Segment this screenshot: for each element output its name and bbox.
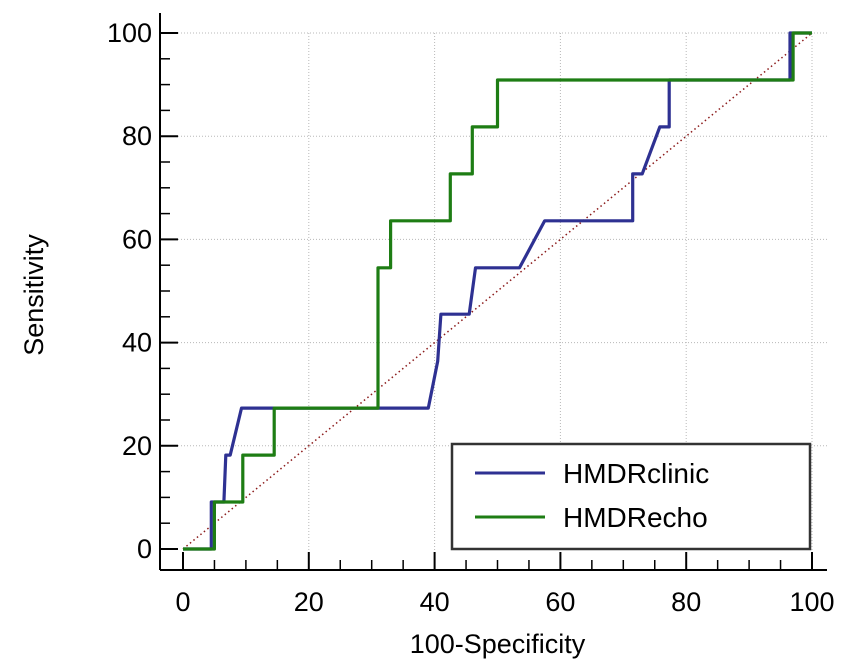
y-tick-label-100: 100 <box>107 18 152 48</box>
series-layer <box>183 31 812 551</box>
axes <box>159 13 827 571</box>
tick-labels: 0 20 40 60 80 100 0 20 40 60 80 100 <box>107 18 835 617</box>
series-line-hmdrclinic <box>183 31 812 551</box>
y-axis-title: Sensitivity <box>19 234 49 356</box>
x-tick-label-60: 60 <box>545 587 575 617</box>
y-tick-label-40: 40 <box>122 328 152 358</box>
series-line-hmdrecho <box>183 31 812 551</box>
x-tick-label-0: 0 <box>175 587 190 617</box>
y-tick-label-60: 60 <box>122 224 152 254</box>
legend-box <box>450 442 812 551</box>
x-tick-label-40: 40 <box>420 587 450 617</box>
y-tick-label-80: 80 <box>122 121 152 151</box>
x-tick-label-20: 20 <box>294 587 324 617</box>
legend-label-hmdrclinic: HMDRclinic <box>563 458 709 489</box>
legend: HMDRclinic HMDRecho <box>450 442 812 551</box>
legend-label-hmdrecho: HMDRecho <box>563 502 708 533</box>
y-tick-label-0: 0 <box>137 534 152 564</box>
reference-diagonal <box>182 32 813 550</box>
y-tick-label-20: 20 <box>122 431 152 461</box>
x-tick-label-80: 80 <box>671 587 701 617</box>
x-tick-label-100: 100 <box>789 587 834 617</box>
x-axis-title: 100-Specificity <box>410 629 586 659</box>
